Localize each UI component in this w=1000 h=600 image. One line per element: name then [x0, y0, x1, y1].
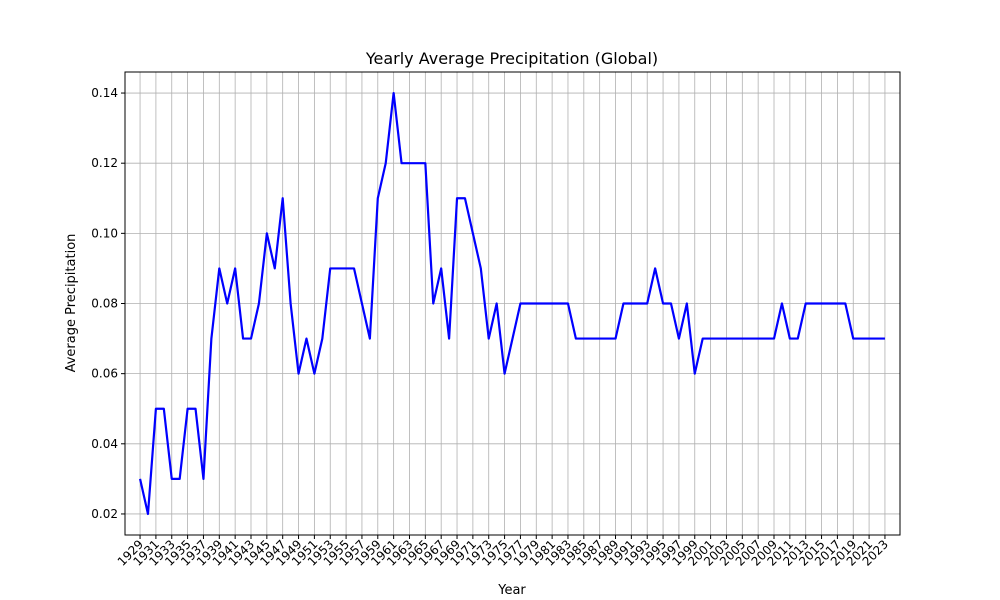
y-tick-label: 0.14 — [91, 86, 118, 100]
y-tick-label: 0.02 — [91, 507, 118, 521]
x-axis-label: Year — [497, 583, 526, 598]
y-tick-label: 0.12 — [91, 156, 118, 170]
y-tick-label: 0.10 — [91, 226, 118, 240]
data-line — [138, 91, 885, 516]
chart-title: Yearly Average Precipitation (Global) — [365, 49, 658, 68]
y-axis-label: Average Precipitation — [64, 234, 79, 373]
plot-frame — [124, 71, 901, 536]
y-tick-label: 0.08 — [91, 297, 118, 311]
y-tick-label: 0.04 — [91, 437, 118, 451]
y-tick-label: 0.06 — [91, 367, 118, 381]
